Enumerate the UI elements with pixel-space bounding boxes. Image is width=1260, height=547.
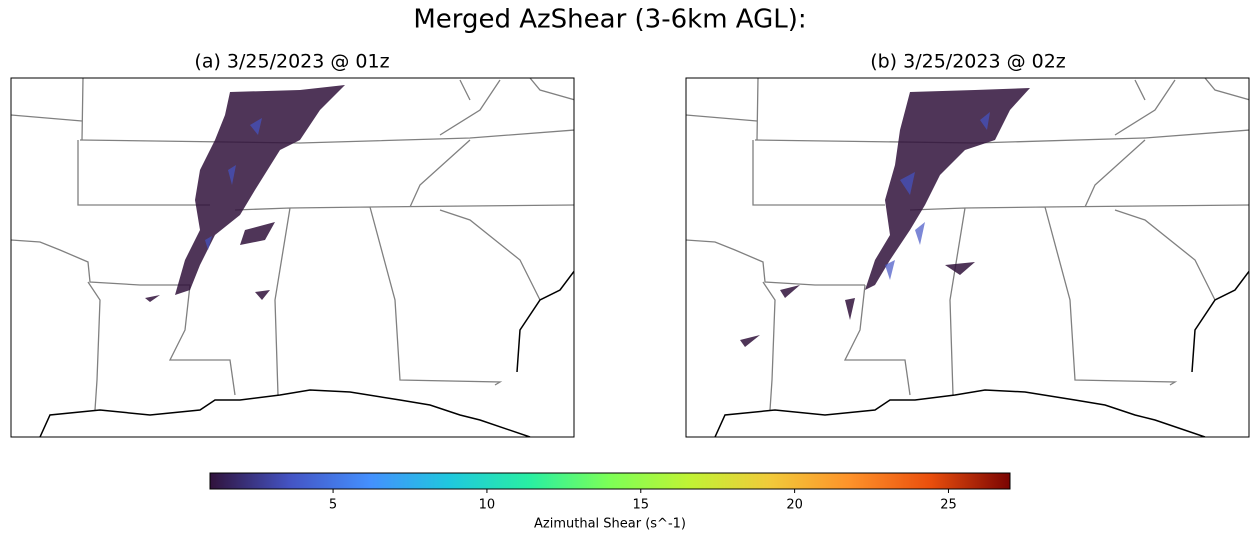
panel-a: (a) 3/25/2023 @ 01z	[10, 51, 575, 438]
shear-echo	[145, 85, 345, 302]
colorbar-tick-label: 20	[786, 498, 803, 513]
map	[11, 78, 574, 437]
colorbar-tick-label: 10	[479, 498, 496, 513]
figure-title: Merged AzShear (3-6km AGL):	[413, 5, 806, 35]
map-frame	[10, 77, 575, 438]
colorbar-tick-label: 5	[329, 498, 337, 513]
colorbar: Azimuthal Shear (s^-1) 5 10 15 20 25	[209, 472, 1011, 532]
colorbar-gradient	[209, 472, 1011, 490]
panel-title: (b) 3/25/2023 @ 02z	[870, 51, 1066, 73]
shear-echo	[205, 118, 262, 250]
map	[686, 78, 1249, 437]
map-frame	[685, 77, 1250, 438]
colorbar-label: Azimuthal Shear (s^-1)	[534, 517, 686, 532]
colorbar-tick-label: 15	[632, 498, 649, 513]
panel-title: (a) 3/25/2023 @ 01z	[194, 51, 389, 73]
shear-echo	[740, 88, 1030, 347]
colorbar-tick-label: 25	[940, 498, 957, 513]
panel-b: (b) 3/25/2023 @ 02z	[685, 51, 1250, 438]
